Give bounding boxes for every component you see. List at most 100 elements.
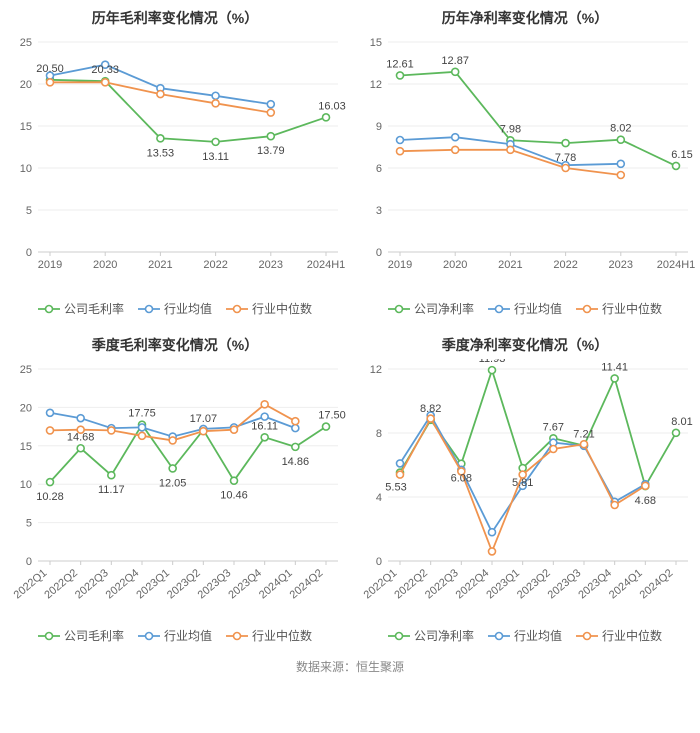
legend-label: 公司毛利率: [64, 300, 124, 317]
legend-label: 行业中位数: [252, 627, 312, 644]
svg-text:17.07: 17.07: [190, 413, 218, 425]
svg-text:4: 4: [376, 492, 382, 504]
svg-text:16.03: 16.03: [318, 100, 346, 112]
chart-annual_gross: 历年毛利率变化情况（%）0510152025201920202021202220…: [0, 0, 350, 327]
chart-plot: 0510152025201920202021202220232024H120.5…: [0, 32, 350, 298]
svg-text:12.61: 12.61: [386, 58, 414, 70]
svg-text:0: 0: [376, 556, 382, 568]
svg-text:2022Q3: 2022Q3: [73, 567, 111, 601]
svg-text:20: 20: [20, 402, 32, 414]
svg-text:2021: 2021: [498, 259, 522, 271]
legend-label: 行业中位数: [602, 300, 662, 317]
svg-text:6.15: 6.15: [671, 149, 692, 161]
svg-text:2023Q1: 2023Q1: [134, 567, 172, 601]
legend-item: 行业均值: [488, 300, 562, 317]
svg-text:15: 15: [20, 441, 32, 453]
chart-legend: 公司净利率 行业均值 行业中位数: [350, 300, 700, 317]
svg-text:13.79: 13.79: [257, 145, 285, 157]
svg-text:2023Q3: 2023Q3: [546, 567, 584, 601]
svg-text:6: 6: [376, 163, 382, 175]
legend-swatch: [488, 631, 510, 641]
svg-text:5: 5: [26, 518, 32, 530]
svg-text:14.68: 14.68: [67, 431, 95, 443]
svg-text:0: 0: [376, 247, 382, 259]
svg-text:12.87: 12.87: [441, 55, 469, 67]
legend-item: 行业中位数: [226, 300, 312, 317]
svg-text:12: 12: [370, 364, 382, 376]
svg-text:2024H1: 2024H1: [307, 259, 346, 271]
svg-text:15: 15: [20, 121, 32, 133]
svg-text:15: 15: [370, 37, 382, 49]
svg-text:5.81: 5.81: [512, 477, 533, 489]
svg-text:12: 12: [370, 79, 382, 91]
svg-text:2019: 2019: [388, 259, 412, 271]
chart-title: 季度毛利率变化情况（%）: [0, 335, 350, 355]
svg-text:14.86: 14.86: [282, 456, 310, 468]
svg-text:11.41: 11.41: [601, 361, 628, 373]
chart-annual_net: 历年净利率变化情况（%）0369121520192020202120222023…: [350, 0, 700, 327]
legend-item: 行业均值: [488, 627, 562, 644]
legend-label: 行业均值: [514, 300, 562, 317]
svg-text:2023Q4: 2023Q4: [226, 567, 264, 601]
legend-label: 公司净利率: [414, 300, 474, 317]
svg-text:4.68: 4.68: [635, 495, 656, 507]
svg-text:2020: 2020: [443, 259, 467, 271]
legend-item: 公司净利率: [388, 300, 474, 317]
legend-item: 行业均值: [138, 627, 212, 644]
svg-text:2022: 2022: [203, 259, 227, 271]
svg-text:8.02: 8.02: [610, 123, 631, 135]
svg-text:8: 8: [376, 428, 382, 440]
svg-text:7.78: 7.78: [555, 152, 576, 164]
chart-plot: 05101520252022Q12022Q22022Q32022Q42023Q1…: [0, 359, 350, 625]
svg-text:2024Q2: 2024Q2: [638, 567, 676, 601]
svg-text:20.33: 20.33: [91, 64, 119, 76]
legend-swatch: [488, 304, 510, 314]
svg-text:2022Q4: 2022Q4: [454, 567, 492, 601]
svg-text:2022Q1: 2022Q1: [12, 567, 50, 601]
svg-text:2023Q2: 2023Q2: [515, 567, 553, 601]
svg-text:10: 10: [20, 479, 32, 491]
legend-swatch: [576, 304, 598, 314]
svg-text:2024H1: 2024H1: [657, 259, 696, 271]
legend-item: 公司净利率: [388, 627, 474, 644]
svg-text:0: 0: [26, 556, 32, 568]
legend-item: 行业中位数: [226, 627, 312, 644]
svg-text:7.67: 7.67: [543, 421, 564, 433]
svg-text:2023: 2023: [609, 259, 633, 271]
svg-text:10: 10: [20, 163, 32, 175]
chart-quarter_gross: 季度毛利率变化情况（%）05101520252022Q12022Q22022Q3…: [0, 327, 350, 654]
chart-title: 季度净利率变化情况（%）: [350, 335, 700, 355]
legend-swatch: [138, 304, 160, 314]
svg-text:2024Q1: 2024Q1: [607, 567, 645, 601]
svg-text:20: 20: [20, 79, 32, 91]
chart-title: 历年净利率变化情况（%）: [350, 8, 700, 28]
svg-text:2023Q4: 2023Q4: [576, 567, 614, 601]
svg-text:10.28: 10.28: [36, 491, 64, 503]
svg-text:9: 9: [376, 121, 382, 133]
svg-text:7.21: 7.21: [573, 429, 594, 441]
svg-text:8.01: 8.01: [671, 416, 692, 428]
legend-item: 行业均值: [138, 300, 212, 317]
svg-text:2020: 2020: [93, 259, 117, 271]
svg-text:16.11: 16.11: [251, 420, 278, 432]
svg-text:13.11: 13.11: [202, 151, 229, 163]
legend-label: 行业均值: [164, 300, 212, 317]
svg-text:2021: 2021: [148, 259, 172, 271]
legend-label: 行业中位数: [252, 300, 312, 317]
svg-text:13.53: 13.53: [147, 147, 175, 159]
svg-text:5.53: 5.53: [385, 482, 406, 494]
svg-text:2022Q1: 2022Q1: [362, 567, 400, 601]
legend-item: 行业中位数: [576, 300, 662, 317]
svg-text:25: 25: [20, 364, 32, 376]
svg-text:12.05: 12.05: [159, 477, 187, 489]
legend-item: 公司毛利率: [38, 300, 124, 317]
legend-swatch: [576, 631, 598, 641]
svg-text:2022Q3: 2022Q3: [423, 567, 461, 601]
svg-text:17.50: 17.50: [318, 410, 346, 422]
svg-text:3: 3: [376, 205, 382, 217]
svg-text:2023Q1: 2023Q1: [484, 567, 522, 601]
svg-text:2023Q2: 2023Q2: [165, 567, 203, 601]
legend-item: 公司毛利率: [38, 627, 124, 644]
legend-swatch: [38, 631, 60, 641]
legend-label: 公司净利率: [414, 627, 474, 644]
